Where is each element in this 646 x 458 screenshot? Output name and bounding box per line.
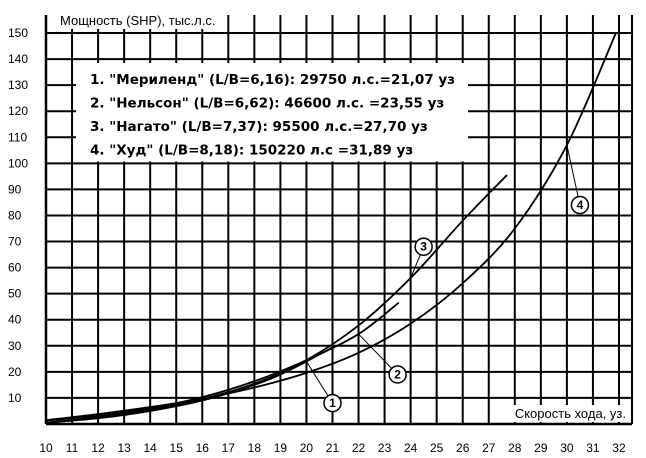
x-tick-label: 27	[482, 441, 496, 455]
legend-entry-1: 1. "Мериленд" (L/B=6,16): 29750 л.с.=21,…	[90, 72, 455, 88]
legend-entry-4: 4. "Худ" (L/B=8,18): 150220 л.с =31,89 у…	[90, 143, 413, 159]
series-3-line	[45, 174, 508, 424]
legend-background	[76, 63, 468, 162]
x-tick-label: 31	[586, 441, 600, 455]
series-3-marker-label: 3	[420, 240, 427, 254]
y-tick-label: 100	[8, 156, 28, 170]
axes: 10 11 12 13 14 15 16 17 18 19 20 21 22 23 24 25 26 27 28 29…	[8, 12, 632, 455]
x-tick-label: 23	[378, 441, 392, 455]
axis-title-background	[511, 405, 629, 422]
x-tick-label: 18	[248, 441, 262, 455]
x-tick-label: 14	[143, 441, 157, 455]
x-tick-label: 13	[117, 441, 131, 455]
y-tick-label: 110	[8, 130, 27, 144]
series-4-marker-circle	[570, 195, 590, 215]
series-1-marker-label: 1	[329, 396, 336, 410]
axis-title-background	[57, 12, 219, 29]
x-tick-label: 21	[326, 441, 340, 455]
x-tick-label: 24	[404, 441, 418, 455]
series-4-leader	[566, 144, 581, 206]
y-tick-label: 20	[8, 365, 22, 379]
series-2-line	[45, 301, 400, 422]
x-tick-label: 28	[508, 441, 522, 455]
x-tick-label: 11	[66, 441, 79, 455]
series-1-marker-circle	[323, 393, 342, 413]
y-tick-label: 80	[8, 208, 22, 222]
series-1-line	[45, 345, 335, 424]
x-tick-label: 10	[39, 441, 53, 455]
x-tick-label: 26	[456, 441, 470, 455]
x-axis-title: Скорость хода, уз.	[515, 406, 626, 421]
series-2-leader	[358, 333, 398, 375]
x-tick-label: 32	[612, 441, 626, 455]
x-tick-label: 29	[534, 441, 548, 455]
y-tick-label: 150	[8, 26, 28, 40]
y-tick-label: 140	[8, 52, 28, 66]
y-tick-label: 120	[8, 104, 28, 118]
y-tick-label: 130	[8, 78, 28, 92]
y-tick-label: 60	[8, 261, 22, 275]
x-tick-label: 25	[430, 441, 444, 455]
x-tick-label: 12	[91, 441, 105, 455]
y-tick-label: 40	[8, 313, 22, 327]
y-axis-title: Мощность (SHP), тыс.л.с.	[60, 13, 215, 28]
legend: 1. "Мериленд" (L/B=6,16): 29750 л.с.=21,…	[76, 63, 468, 162]
legend-entry-2: 2. "Нельсон" (L/B=6,62): 46600 л.с. =23,…	[90, 96, 444, 112]
series-2-marker-circle	[388, 365, 407, 384]
x-tick-label: 17	[222, 441, 236, 455]
y-tick-label: 30	[8, 339, 22, 353]
series-2-marker-label: 2	[394, 367, 401, 381]
series-4-marker-label: 4	[577, 198, 584, 212]
x-tick-label: 22	[352, 441, 366, 455]
series-4-line	[45, 32, 617, 421]
x-tick-label: 20	[300, 441, 314, 455]
y-tick-label: 70	[8, 235, 22, 249]
series-3-marker-circle	[414, 237, 433, 256]
x-tick-label: 30	[560, 441, 574, 455]
legend-entry-3: 3. "Нагато" (L/B=7,37): 95500 л.с.=27,70…	[90, 119, 428, 135]
y-tick-label: 10	[8, 391, 22, 405]
y-tick-label: 90	[8, 182, 22, 196]
x-tick-label: 16	[196, 441, 210, 455]
series-lines: 1 2 3 4	[45, 32, 617, 424]
x-tick-label: 19	[274, 441, 288, 455]
x-tick-label: 15	[170, 441, 184, 455]
y-tick-label: 50	[8, 287, 22, 301]
